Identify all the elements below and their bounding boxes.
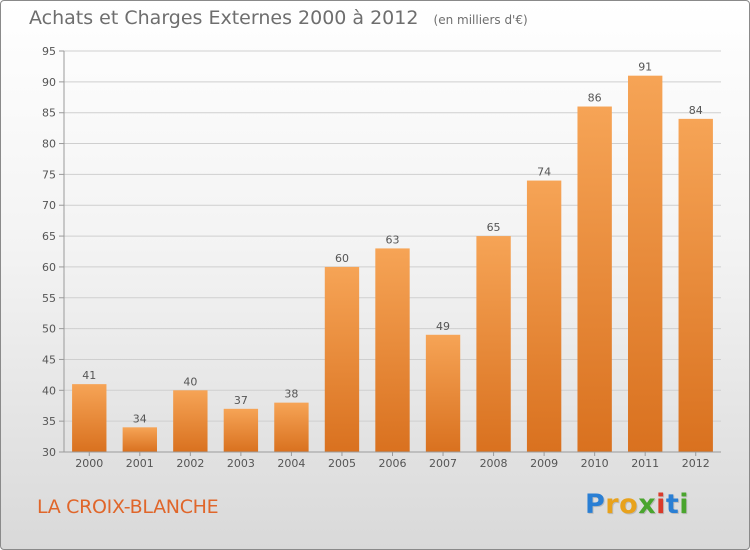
logo-letter: t [666,489,679,520]
bar [224,409,258,452]
bar [274,403,308,452]
bar [426,335,460,452]
x-tick-label: 2002 [176,457,204,470]
y-tick-label: 60 [42,261,56,274]
x-tick-label: 2007 [429,457,457,470]
bar [527,181,561,452]
y-tick-label: 90 [42,76,56,89]
y-tick-label: 95 [42,45,56,58]
bar-value-label: 84 [689,104,703,117]
x-tick-label: 2004 [277,457,305,470]
bar [173,390,207,452]
bar-value-label: 41 [82,369,96,382]
x-tick-label: 2010 [581,457,609,470]
x-tick-label: 2001 [126,457,154,470]
bar-value-label: 38 [284,388,298,401]
bar-value-label: 49 [436,320,450,333]
logo-letter: r [605,489,619,520]
y-tick-label: 45 [42,353,56,366]
bar [325,267,359,452]
y-tick-label: 55 [42,292,56,305]
y-tick-label: 40 [42,384,56,397]
bar [375,248,409,452]
x-tick-label: 2009 [530,457,558,470]
bar [577,107,611,452]
bar-value-label: 91 [638,61,652,74]
bar [628,76,662,452]
x-tick-label: 2003 [227,457,255,470]
x-tick-label: 2006 [379,457,407,470]
logo-letter: i [679,489,689,520]
x-tick-label: 2005 [328,457,356,470]
logo-letter: i [656,489,666,520]
logo-letter: o [619,489,638,520]
y-tick-label: 70 [42,199,56,212]
bar-value-label: 63 [386,233,400,246]
bar-value-label: 34 [133,412,147,425]
logo-letter: x [638,489,656,520]
logo-letter: P [585,489,605,520]
bar [476,236,510,452]
bar-value-label: 60 [335,252,349,265]
bar [72,384,106,452]
y-tick-label: 50 [42,323,56,336]
y-tick-label: 30 [42,446,56,459]
bar-value-label: 40 [183,375,197,388]
bar-value-label: 86 [588,92,602,105]
bar [123,427,157,452]
y-tick-label: 75 [42,168,56,181]
y-tick-label: 65 [42,230,56,243]
x-tick-label: 2012 [682,457,710,470]
x-tick-label: 2000 [75,457,103,470]
y-tick-label: 85 [42,107,56,120]
x-tick-label: 2011 [631,457,659,470]
bar [679,119,713,452]
bar-value-label: 65 [487,221,501,234]
y-tick-label: 80 [42,138,56,151]
bar-value-label: 37 [234,394,248,407]
y-tick-label: 35 [42,415,56,428]
bar-value-label: 74 [537,166,551,179]
x-tick-label: 2008 [480,457,508,470]
proxiti-logo: Proxiti [585,489,689,520]
commune-name: LA CROIX-BLANCHE [37,496,218,518]
